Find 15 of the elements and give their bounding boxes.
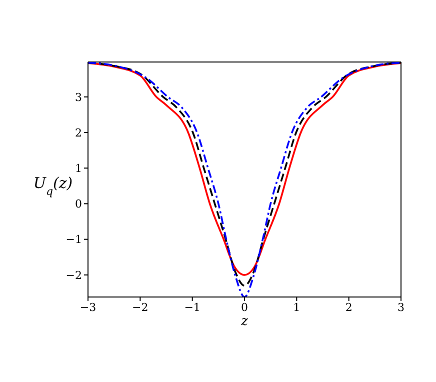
y-axis-title: U$_{q}$(z): [33, 174, 73, 198]
x-tick-label: 1: [293, 300, 300, 314]
x-tick-label: 2: [345, 300, 352, 314]
x-axis-title: z: [240, 314, 248, 329]
x-tick-label: 0: [241, 300, 248, 314]
y-tick-label: −2: [66, 268, 82, 282]
y-tick-label: 0: [75, 198, 82, 211]
x-tick-label: 3: [398, 300, 404, 314]
x-tick-label: −2: [132, 300, 148, 314]
y-tick-label: 2: [75, 126, 82, 140]
y-tick-label: 3: [75, 90, 82, 104]
y-tick-label: 1: [75, 162, 82, 176]
y-tick-label: −1: [66, 233, 82, 246]
x-tick-label: −1: [184, 300, 200, 314]
x-tick-label: −3: [80, 300, 96, 314]
